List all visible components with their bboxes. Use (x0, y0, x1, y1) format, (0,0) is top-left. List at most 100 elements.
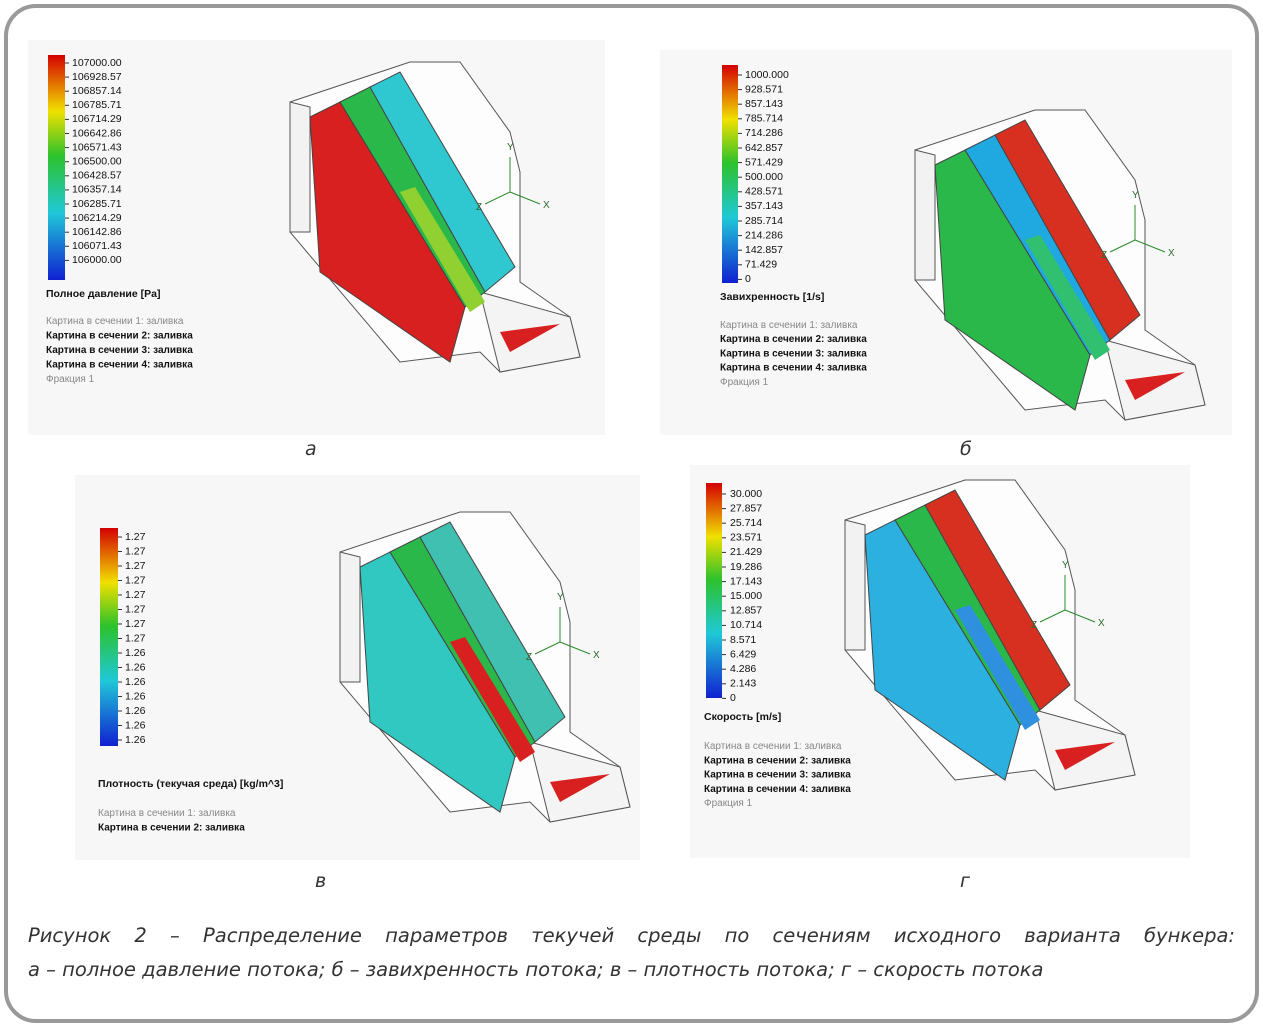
scale-label: 106071.43 (72, 240, 122, 252)
section-note: Картина в сечении 3: заливка (704, 770, 851, 781)
scale-title: Скорость [m/s] (704, 711, 781, 723)
axis-label: X (1168, 248, 1175, 259)
caption-line: Рисунок 2 – Распределение параметров тек… (28, 924, 1235, 947)
section-note: Картина в сечении 1: заливка (704, 741, 842, 752)
axis-label: X (543, 200, 550, 211)
axis-line (509, 191, 541, 205)
bunker-edge (914, 149, 936, 281)
axis-line (534, 641, 561, 655)
section-note: Фракция 1 (720, 377, 769, 388)
bunker-edge (289, 101, 311, 233)
section (359, 551, 516, 813)
section-note: Картина в сечении 2: заливка (720, 334, 867, 345)
scale-label: 1.27 (125, 574, 146, 586)
scale-label: 1.26 (125, 676, 146, 688)
scale-label: 714.286 (745, 127, 783, 139)
caption-line: а – полное давление потока; б – завихрен… (28, 958, 1044, 981)
scale-label: 285.714 (745, 215, 783, 227)
scale-label: 1.26 (125, 719, 146, 731)
scale-label: 142.857 (745, 244, 783, 256)
scale-label: 106785.71 (72, 99, 122, 111)
scale-label: 1.27 (125, 603, 146, 615)
panel-letter: а (305, 438, 317, 460)
section-stripe (1025, 235, 1110, 360)
scale-title: Плотность (текучая среда) [kg/m^3] (98, 778, 283, 790)
panel: Y X Z 1000.000 928.571 857.143 785.714 714.286 6… (660, 50, 1232, 460)
section-note: Картина в сечении 4: заливка (704, 784, 851, 795)
scale-label: 106142.86 (72, 226, 122, 238)
section (994, 119, 1141, 341)
scale-label: 1.26 (125, 690, 146, 702)
section (924, 489, 1071, 711)
panel: Y X Z 30.000 27.857 25.714 23.571 21.429 19.286 1… (690, 465, 1190, 892)
scale-title: Завихренность [1/s] (720, 291, 824, 303)
panels: Y X Z 107000.00 106928.57 106857.14 106785.71 1… (28, 40, 1232, 892)
section-note: Картина в сечении 4: заливка (46, 360, 193, 371)
scale-label: 106642.86 (72, 127, 122, 139)
axis-line (1064, 609, 1096, 623)
axis-line (1109, 239, 1136, 253)
section-note: Картина в сечении 4: заливка (720, 363, 867, 374)
scale-label: 857.143 (745, 98, 783, 110)
scale-label: 106428.57 (72, 170, 122, 182)
scale-label: 23.571 (730, 532, 762, 544)
axis-label: Z (526, 652, 532, 663)
axis-label: Y (1132, 190, 1139, 201)
scale-label: 1000.000 (745, 69, 789, 81)
scale-label: 214.286 (745, 229, 783, 241)
scale-label: 1.27 (125, 618, 146, 630)
axis-line (484, 191, 511, 205)
scale-label: 106357.14 (72, 184, 122, 196)
scale-label: 1.27 (125, 531, 146, 543)
color-scale (48, 55, 65, 280)
scale-label: 106714.29 (72, 113, 122, 125)
scale-label: 106928.57 (72, 71, 122, 83)
scale-label: 642.857 (745, 142, 783, 154)
bunker-edge (339, 551, 361, 683)
scale-label: 10.714 (730, 619, 762, 631)
scale-label: 106571.43 (72, 141, 122, 153)
scale-label: 71.429 (745, 259, 777, 271)
color-scale (706, 483, 722, 698)
scale-title: Полное давление [Pa] (46, 288, 160, 300)
section (419, 521, 566, 743)
panel-letter: г (960, 870, 971, 892)
section-stripe (955, 605, 1040, 730)
outlet-flow (1055, 742, 1115, 770)
section-note: Картина в сечении 2: заливка (98, 823, 245, 834)
color-scale (722, 65, 738, 283)
scale-label: 106500.00 (72, 155, 122, 167)
axis-label: X (593, 650, 600, 661)
axis-label: Z (476, 202, 482, 213)
axis-line (1134, 239, 1166, 253)
scale-label: 15.000 (730, 590, 762, 602)
scale-label: 19.286 (730, 561, 762, 573)
section (864, 519, 1021, 781)
section (369, 71, 516, 293)
scale-label: 1.26 (125, 734, 146, 746)
scale-label: 1.27 (125, 589, 146, 601)
scale-label: 1.27 (125, 545, 146, 557)
scale-label: 21.429 (730, 546, 762, 558)
section (934, 149, 1091, 411)
scale-label: 0 (745, 273, 751, 285)
scale-label: 106214.29 (72, 212, 122, 224)
section-note: Фракция 1 (704, 798, 753, 809)
frame (4, 4, 1259, 1023)
section-note: Картина в сечении 2: заливка (704, 755, 851, 766)
scale-label: 107000.00 (72, 57, 122, 69)
outlet-flow (1125, 372, 1185, 400)
scale-label: 25.714 (730, 517, 762, 529)
axis-line (559, 641, 591, 655)
section-note: Картина в сечении 1: заливка (46, 316, 184, 327)
scale-label: 1.27 (125, 560, 146, 572)
scale-label: 106000.00 (72, 254, 122, 266)
section (309, 101, 466, 363)
scale-label: 12.857 (730, 605, 762, 617)
scale-label: 6.429 (730, 648, 756, 660)
section-note: Картина в сечении 1: заливка (98, 808, 236, 819)
scale-label: 1.26 (125, 705, 146, 717)
axis-label: Z (1031, 620, 1037, 631)
